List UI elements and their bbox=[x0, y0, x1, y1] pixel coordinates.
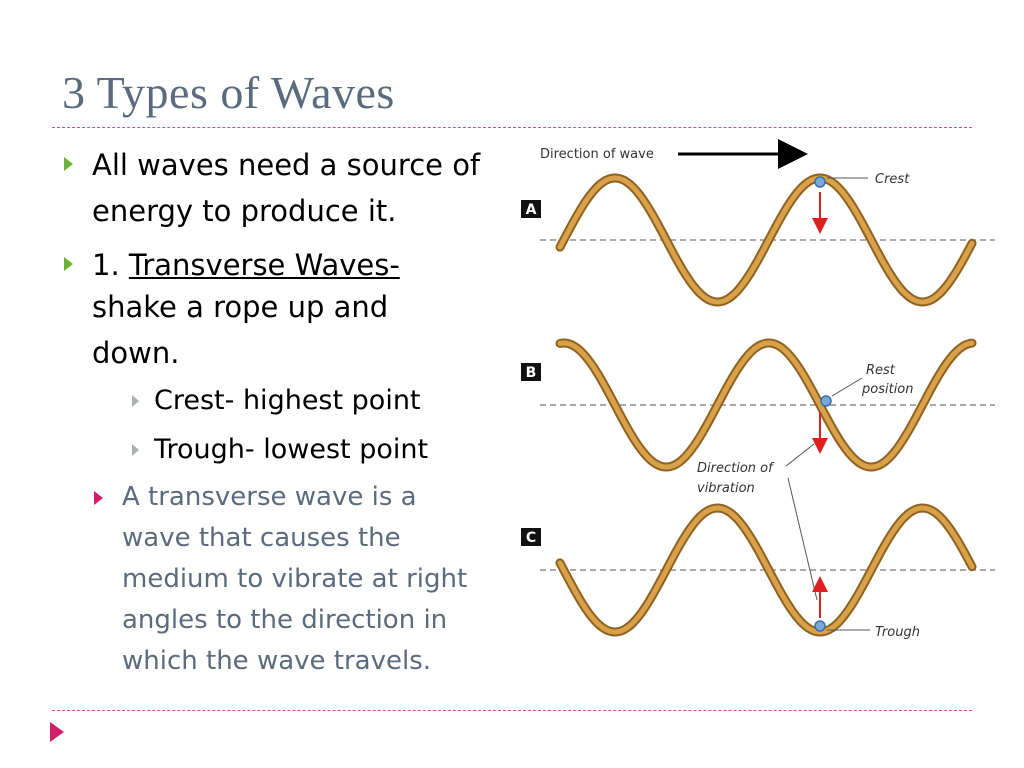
panel-b-letter: B bbox=[526, 365, 537, 381]
panel-c-badge bbox=[521, 528, 541, 546]
rest-label-line-1: Rest bbox=[866, 363, 896, 378]
direction-of-wave-label: Direction of wave bbox=[540, 147, 654, 162]
crest-point-marker bbox=[814, 176, 826, 188]
crest-label: Crest bbox=[875, 172, 910, 187]
slide-title: 3 Types of Waves bbox=[62, 67, 395, 118]
sub-bullet-marker bbox=[94, 491, 103, 505]
definition-line-5: which the wave travels. bbox=[122, 646, 432, 676]
bullet-2-prefix: 1. bbox=[92, 248, 129, 282]
vibration-label-line-1: Direction of bbox=[697, 461, 775, 476]
definition-line-2: wave that causes the bbox=[122, 523, 401, 553]
sub-bullet-marker bbox=[132, 395, 139, 407]
footer-divider bbox=[52, 710, 972, 711]
panel-b-badge bbox=[521, 363, 541, 381]
wave-rope-c-highlight bbox=[557, 505, 975, 635]
bullet-2-line-3: down. bbox=[92, 336, 180, 370]
panel-c-letter: C bbox=[526, 530, 536, 546]
panel-a-badge bbox=[521, 200, 541, 218]
vibration-leader-line-b bbox=[785, 443, 815, 467]
bullet-2-line-2: shake a rope up and bbox=[92, 290, 389, 324]
vibration-leader-line-c bbox=[787, 477, 818, 601]
definition-line-1: A transverse wave is a bbox=[122, 482, 417, 512]
bullet-marker bbox=[64, 257, 73, 271]
slide-corner-marker bbox=[50, 722, 64, 742]
definition-line-4: angles to the direction in bbox=[122, 605, 448, 635]
wave-rope-a-highlight bbox=[557, 175, 975, 305]
sub-bullet-marker bbox=[132, 444, 139, 456]
definition-line-3: medium to vibrate at right bbox=[122, 564, 468, 594]
vibration-label-line-2: vibration bbox=[697, 481, 755, 496]
bullet-1-line-2: energy to produce it. bbox=[92, 194, 397, 228]
rest-point-marker bbox=[820, 395, 832, 407]
rest-leader-line bbox=[831, 377, 863, 397]
sub-bullet-crest: Crest- highest point bbox=[154, 385, 421, 416]
rest-label-line-2: position bbox=[861, 382, 914, 397]
bullet-marker bbox=[64, 157, 73, 171]
trough-point-marker bbox=[814, 620, 826, 632]
wave-rope-b-highlight bbox=[557, 340, 975, 470]
trough-label: Trough bbox=[875, 625, 920, 640]
transverse-waves-heading: Transverse Waves- bbox=[128, 248, 400, 282]
bullet-1-line-1: All waves need a source of bbox=[92, 148, 481, 182]
sub-bullet-trough: Trough- lowest point bbox=[154, 434, 429, 465]
panel-a-letter: A bbox=[526, 202, 537, 218]
bullet-2-line-1: 1. Transverse Waves- bbox=[92, 242, 400, 288]
title-divider bbox=[52, 127, 972, 128]
